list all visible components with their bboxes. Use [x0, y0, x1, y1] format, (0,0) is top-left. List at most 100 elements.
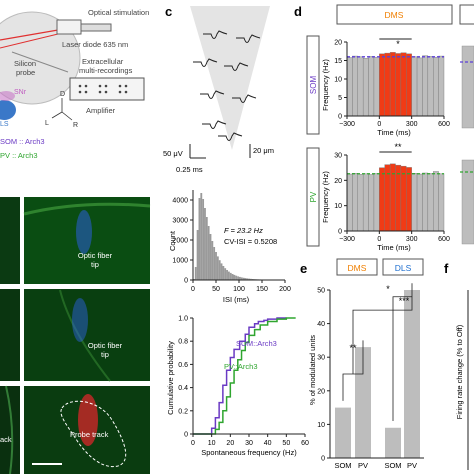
histogram-bar: [231, 274, 234, 280]
histogram-bar: [194, 267, 197, 280]
f-ylabel: Firing rate change (% to Off): [455, 324, 464, 419]
psth-x-tick-label: −300: [339, 121, 355, 128]
cdf-x-tick-label: 20: [226, 440, 234, 447]
panel-f-letter: f: [444, 261, 449, 276]
psth-bar: [352, 173, 358, 232]
dls-header-box-edge: [459, 4, 474, 25]
histogram-bar: [216, 256, 219, 280]
probe-track-partial-label: ack: [0, 435, 12, 444]
cdf-x-tick-label: 0: [191, 440, 195, 447]
cdf-x-tick-label: 10: [208, 440, 216, 447]
psth-pv-sig: **: [394, 142, 402, 152]
e-sig-2: *: [386, 284, 390, 294]
e-y-tick-label: 0: [321, 456, 325, 463]
psth-bar: [362, 58, 369, 117]
axis-r-label: R: [73, 122, 78, 129]
psth-bar: [400, 165, 407, 232]
e-y-tick-label: 30: [317, 355, 325, 362]
fiber-tip-label-1b: tip: [91, 260, 99, 269]
som-side-label: SOM: [309, 76, 318, 95]
psth-bar: [379, 167, 385, 232]
psth-bar: [427, 56, 434, 117]
e-y-tick-label: 20: [317, 388, 325, 395]
waveform-trace-4: [224, 62, 249, 71]
pv-side-box: [306, 147, 320, 247]
laser-diode: [80, 23, 112, 32]
e-x-tick-label: PV: [358, 461, 368, 470]
psth-bar: [395, 164, 402, 232]
histo-x-tick-label: 0: [191, 286, 195, 293]
extracellular-label-1: Extracellular: [82, 57, 124, 66]
e-dls-label: DLS: [395, 263, 412, 273]
psth-x-tick-label: 600: [438, 236, 450, 243]
cdf-plot: 1.0 0.8 0.6 0.4 0.2 00 10 20 30 40 50 60: [178, 316, 309, 448]
cdf-xlabel: Spontaneous frequency (Hz): [201, 448, 297, 457]
psth-bar: [346, 57, 353, 117]
histogram-bar: [209, 234, 212, 280]
laser-label: Laser diode 635 nm: [62, 40, 128, 49]
waveform-trace-7: [202, 120, 227, 129]
psth-bar: [406, 167, 412, 232]
psth-x-tick-label: 300: [406, 121, 418, 128]
fiber-glow-2: [72, 298, 88, 342]
isi-histogram: 4000 3000 2000 1000 00 50 100 150 200: [172, 190, 291, 293]
snr-label: SNr: [14, 89, 27, 96]
e-x-tick-label: SOM: [334, 461, 351, 470]
psth-dls-edge: [460, 45, 474, 245]
psth-bar: [411, 173, 418, 232]
histogram-bar: [200, 193, 203, 280]
histogram-bar: [211, 241, 214, 280]
psth-som-sig: *: [396, 39, 400, 49]
tissue-curve-left: [5, 385, 14, 474]
fiber-tip-label-2a: Optic fiber: [88, 341, 123, 350]
psth-bar: [438, 55, 445, 117]
psth-bar: [416, 173, 423, 232]
fiber-tip-label-2b: tip: [101, 350, 109, 359]
histo-x-tick-label: 100: [233, 286, 245, 293]
e-y-tick-label: 10: [317, 422, 325, 429]
probe-track-outline: [60, 400, 127, 468]
micrograph-2: [24, 289, 150, 381]
probe-shank: [190, 6, 270, 150]
cdf-y-tick-label: 0.4: [178, 385, 188, 392]
extracellular-label-2: multi-recordings: [79, 66, 133, 75]
dms-header-label: DMS: [385, 10, 404, 20]
psth-bar: [368, 56, 375, 117]
histo-stat-cv: CV-ISI = 0.5208: [224, 237, 277, 246]
psth-bar: [362, 173, 369, 232]
optical-fiber: [0, 29, 59, 41]
e-bar-dms-pv: [355, 347, 371, 458]
cdf-som-label: SOM::Arch3: [236, 339, 277, 348]
cdf-y-tick-label: 0.2: [178, 408, 188, 415]
axis-d-label: D: [60, 91, 65, 98]
psth-y-tick-label: 20: [334, 178, 342, 185]
e-y-tick-label: 50: [317, 288, 325, 295]
psth-bar: [352, 55, 358, 117]
pv-side-label: PV: [309, 191, 318, 202]
silicon-probe-label-2: probe: [16, 68, 35, 77]
histogram-bar: [237, 276, 239, 280]
scale-ms-label: 0.25 ms: [176, 165, 203, 174]
psth-y-tick-label: 30: [334, 153, 342, 160]
waveform-trace-1: [203, 30, 228, 39]
mouse-brain-schematic: [0, 11, 81, 105]
histo-x-tick-label: 200: [279, 286, 291, 293]
psth-x-tick-label: 0: [377, 121, 381, 128]
psth-bar: [346, 173, 353, 232]
probe-dye: [78, 394, 98, 446]
cdf-y-tick-label: 0.8: [178, 339, 188, 346]
histo-x-tick-label: 150: [256, 286, 268, 293]
optical-stimulation-label: Optical stimulation: [88, 8, 149, 17]
e-ylabel: % of modulated units: [308, 335, 317, 405]
e-sig-3: ***: [399, 296, 410, 306]
psth-bar: [373, 56, 380, 117]
histogram-bar: [220, 263, 223, 280]
psth-y-tick-label: 0: [338, 114, 342, 121]
ls-region: [0, 100, 16, 120]
panel-e-letter: e: [300, 261, 307, 276]
histogram-bar: [235, 275, 238, 280]
histo-y-tick-label: 4000: [172, 198, 188, 205]
laser-box: [56, 19, 82, 35]
scale-um-label: 20 μm: [253, 146, 274, 155]
histogram-bar: [239, 276, 241, 280]
